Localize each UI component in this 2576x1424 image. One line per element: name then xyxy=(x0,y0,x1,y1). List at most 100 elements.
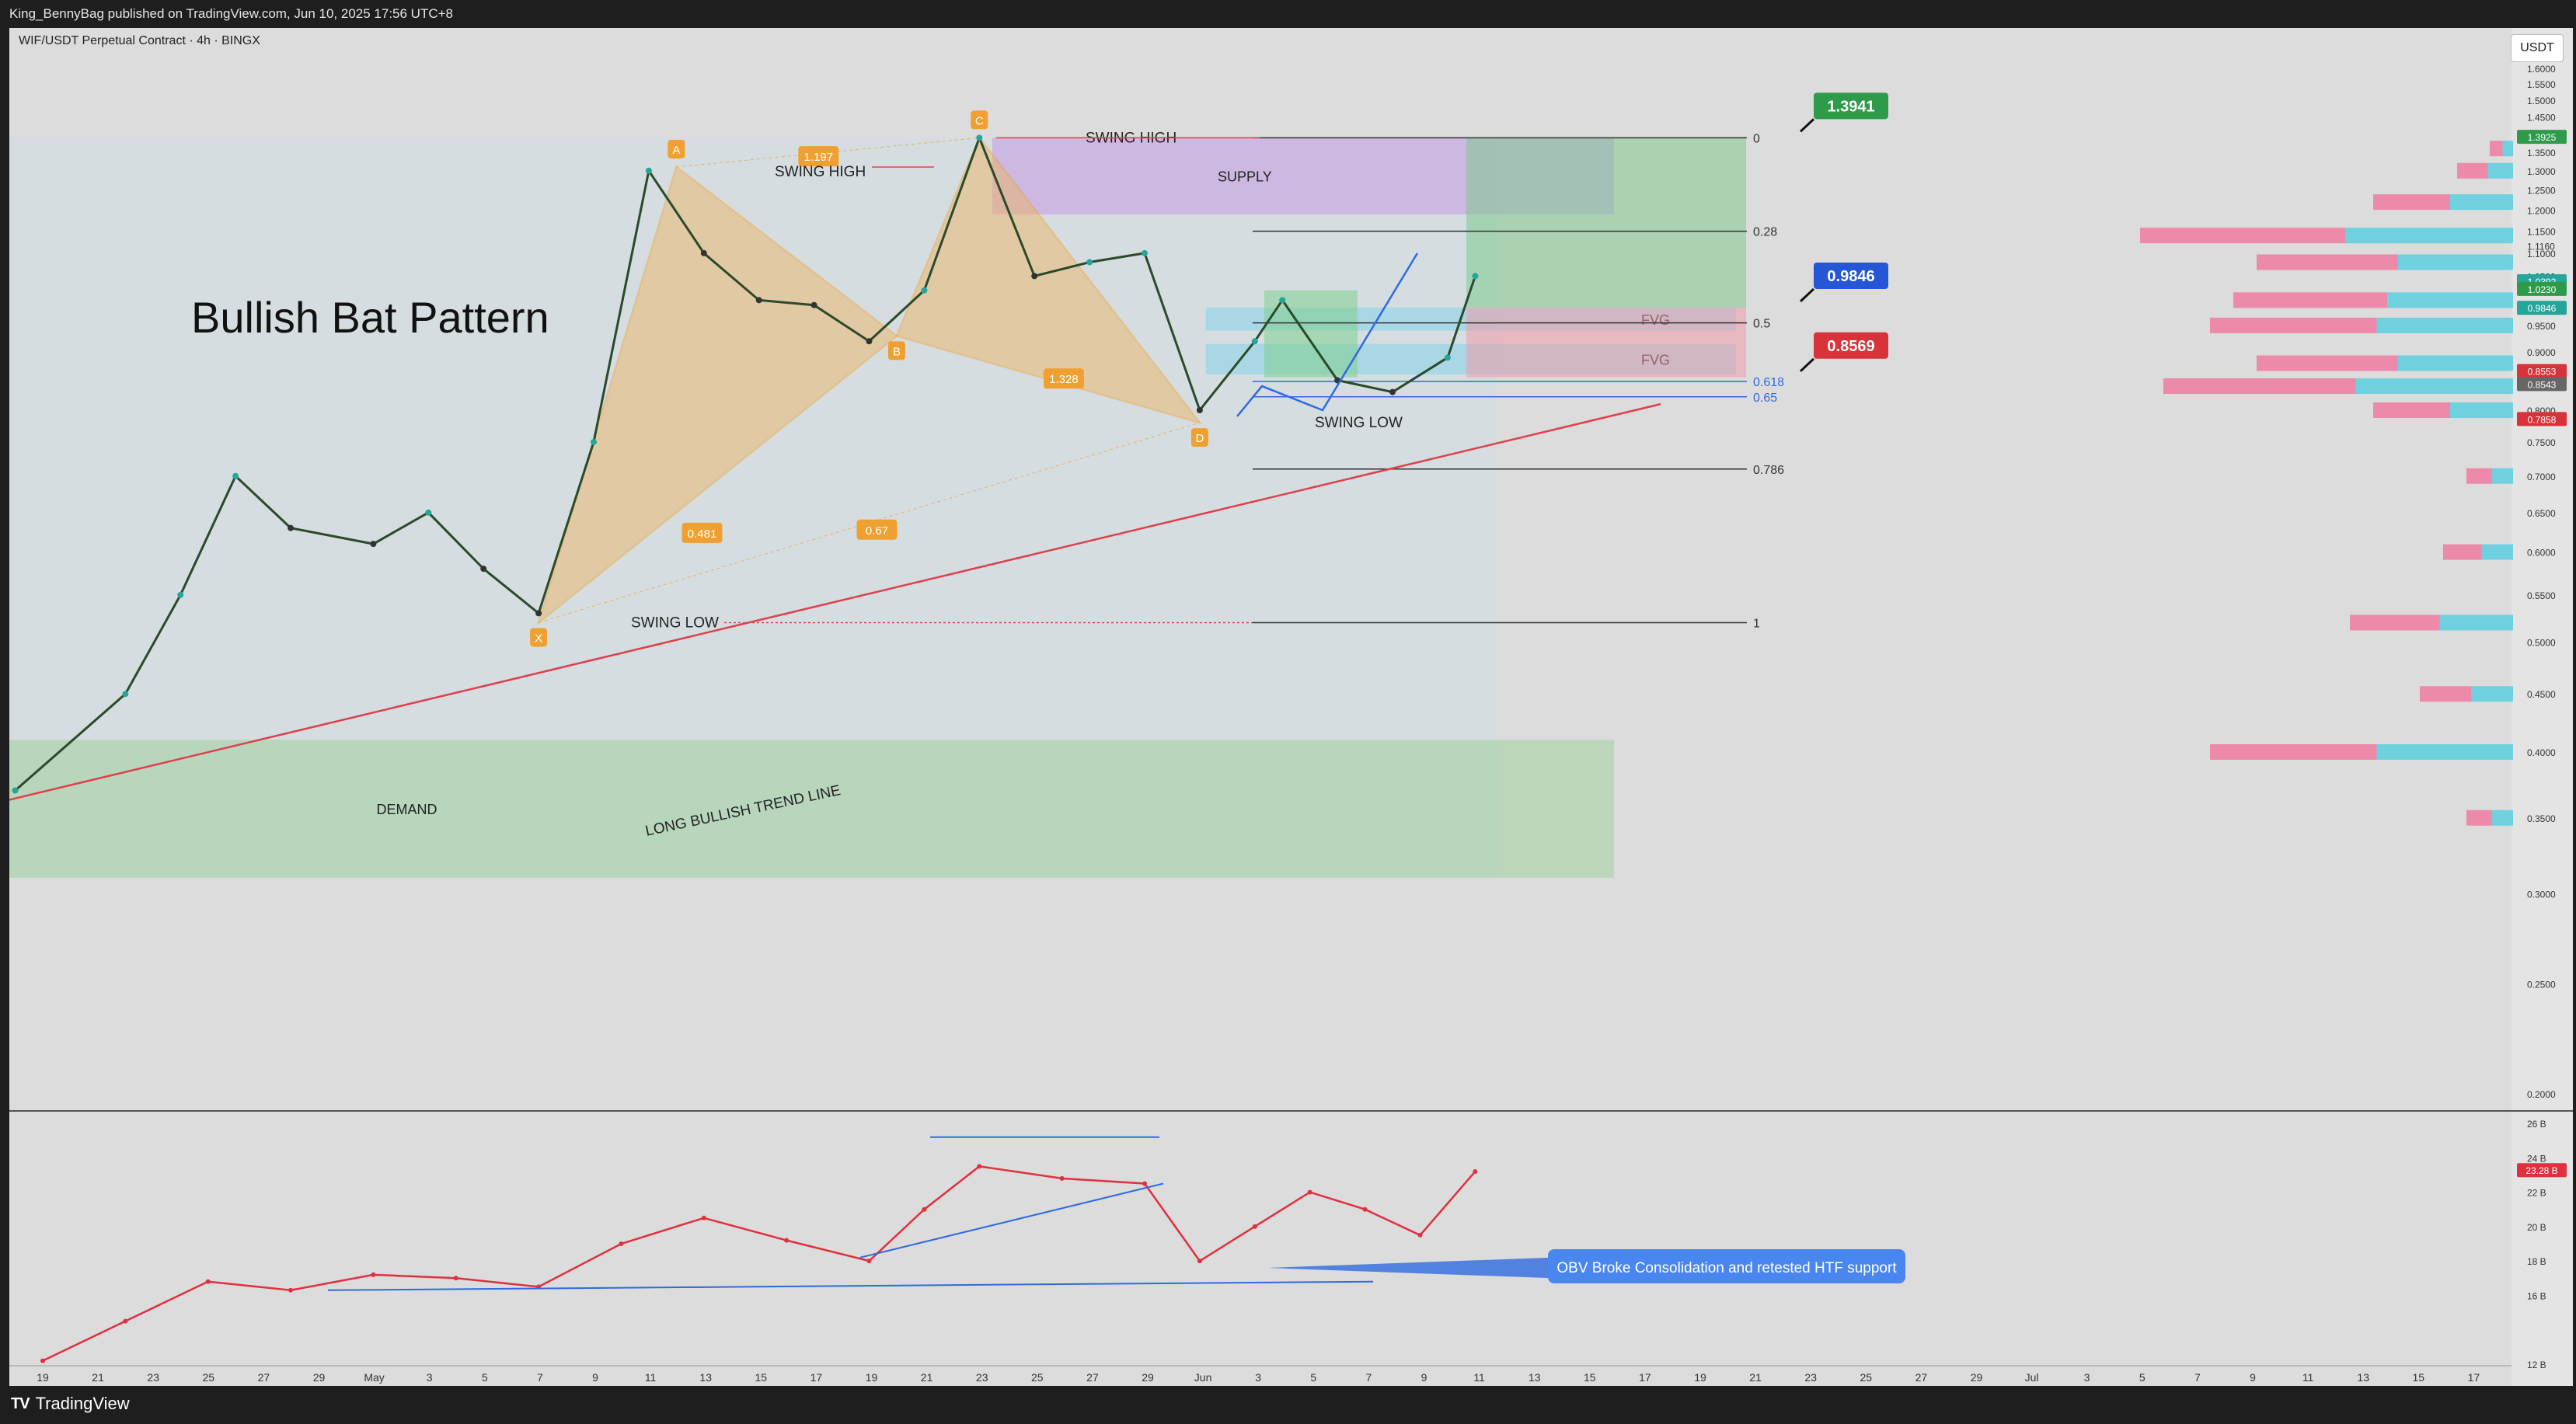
price-point-2 xyxy=(177,591,184,598)
axis-badge-label-5[interactable]: 0.8543 xyxy=(2528,379,2557,390)
obv-point-17 xyxy=(1307,1189,1312,1195)
price-tick-28: 0.5000 xyxy=(2527,637,2556,648)
time-tick-32: 23 xyxy=(1804,1371,1817,1384)
obv-current-label[interactable]: 23.28 B xyxy=(2525,1165,2557,1176)
price-tag-badge-1[interactable] xyxy=(1814,262,1888,289)
volume-profile-bar-b-8 xyxy=(2355,378,2513,395)
time-tick-7: 3 xyxy=(427,1371,433,1384)
axis-badge-2[interactable] xyxy=(2517,281,2567,296)
volume-profile-bar-b-10 xyxy=(2492,468,2513,484)
harmonic-point-B-badge[interactable] xyxy=(887,341,905,360)
time-tick-44: 17 xyxy=(2468,1371,2480,1384)
price-point-4 xyxy=(288,524,295,531)
axis-badge-6[interactable] xyxy=(2517,412,2567,427)
price-tag-badge-0[interactable] xyxy=(1814,92,1888,120)
currency-button[interactable]: USDT xyxy=(2511,34,2564,62)
volume-profile-bar-b-6 xyxy=(2376,317,2513,333)
time-tick-27: 13 xyxy=(1529,1371,1541,1384)
price-tick-17: 0.9500 xyxy=(2527,321,2556,332)
footer-bar: TV TradingView xyxy=(0,1386,2576,1424)
volume-profile-bar-1 xyxy=(2457,162,2488,179)
time-tick-34: 27 xyxy=(1915,1371,1928,1384)
pattern-title: Bullish Bat Pattern xyxy=(191,293,549,342)
tradingview-logo[interactable]: TV TradingView xyxy=(11,1394,130,1414)
price-tick-9: 1.1500 xyxy=(2527,227,2556,238)
price-point-13 xyxy=(810,301,817,308)
time-tick-35: 29 xyxy=(1971,1371,1983,1384)
obv-point-11 xyxy=(922,1206,927,1212)
price-tag-badge-2[interactable] xyxy=(1814,332,1888,359)
price-tag-1[interactable]: 0.9846 xyxy=(1827,268,1874,285)
axis-badge-label-6[interactable]: 0.7858 xyxy=(2528,414,2557,425)
ratio-badge-0 xyxy=(798,146,839,167)
time-tick-15: 19 xyxy=(866,1371,878,1384)
time-tick-38: 5 xyxy=(2139,1371,2146,1384)
time-tick-21: Jun xyxy=(1194,1371,1212,1384)
time-tick-33: 25 xyxy=(1860,1371,1873,1384)
axis-badge-label-0[interactable]: 1.3925 xyxy=(2528,132,2557,143)
ratio-badge-1 xyxy=(681,522,723,543)
price-point-3 xyxy=(232,472,239,479)
obv-point-20 xyxy=(1473,1169,1478,1174)
harmonic-point-B[interactable]: B xyxy=(893,345,901,358)
price-tag-0[interactable]: 1.3941 xyxy=(1827,98,1874,115)
axis-badge-3[interactable] xyxy=(2517,301,2567,315)
fib-label-2: 0.5 xyxy=(1753,318,1770,331)
obv-current-badge[interactable] xyxy=(2517,1163,2567,1178)
harmonic-point-D[interactable]: D xyxy=(1195,432,1204,445)
harmonic-point-A[interactable]: A xyxy=(672,144,680,157)
price-tag-pointer-1 xyxy=(1799,287,1815,303)
chart-canvas[interactable]: SUPPLYDEMANDFVGFVG00.280.50.6180.650.786… xyxy=(9,28,2573,1386)
axis-badge-0[interactable] xyxy=(2517,130,2567,144)
publisher-text: King_BennyBag published on TradingView.c… xyxy=(9,6,453,21)
price-point-21 xyxy=(1251,338,1258,345)
volume-profile-bar-b-14 xyxy=(2376,744,2513,760)
obv-rising-line xyxy=(859,1182,1164,1259)
publisher-bar: King_BennyBag published on TradingView.c… xyxy=(0,0,2576,28)
time-tick-4: 27 xyxy=(258,1371,270,1384)
time-tick-22: 3 xyxy=(1255,1371,1261,1384)
price-point-12 xyxy=(755,297,762,304)
zone-demand-1 xyxy=(9,740,1614,878)
obv-tick-6: 12 B xyxy=(2527,1360,2546,1370)
harmonic-point-C[interactable]: C xyxy=(975,114,984,127)
time-tick-5: 29 xyxy=(313,1371,326,1384)
harmonic-point-X-badge[interactable] xyxy=(530,628,548,647)
time-tick-0: 19 xyxy=(37,1371,49,1384)
obv-note-badge[interactable] xyxy=(1548,1249,1905,1283)
time-tick-25: 9 xyxy=(1421,1371,1427,1384)
volume-profile-bar-2 xyxy=(2373,194,2450,211)
target-box xyxy=(1466,138,1746,308)
axis-badge-4[interactable] xyxy=(2517,364,2567,378)
price-point-24 xyxy=(1389,388,1396,395)
price-point-0 xyxy=(12,787,19,794)
price-point-22 xyxy=(1279,297,1286,304)
axis-badge-label-4[interactable]: 0.8553 xyxy=(2528,367,2557,378)
price-tick-1: 1.5500 xyxy=(2527,79,2556,90)
trend-line xyxy=(9,402,1661,801)
obv-point-19 xyxy=(1417,1232,1423,1238)
time-tick-17: 23 xyxy=(976,1371,988,1384)
harmonic-point-C-badge[interactable] xyxy=(971,110,988,130)
harmonic-point-A-badge[interactable] xyxy=(668,139,685,158)
axis-badge-label-2[interactable]: 1.0230 xyxy=(2528,284,2557,295)
harmonic-point-X[interactable]: X xyxy=(535,632,542,645)
price-axis[interactable] xyxy=(2512,28,2573,1386)
time-tick-12: 13 xyxy=(699,1371,712,1384)
obv-support-line xyxy=(327,1280,1374,1291)
time-tick-31: 21 xyxy=(1749,1371,1762,1384)
volume-profile-bar-b-0 xyxy=(2502,141,2513,157)
axis-badge-5[interactable] xyxy=(2517,377,2567,392)
symbol-title[interactable]: WIF/USDT Perpetual Contract · 4h · BINGX xyxy=(19,34,260,47)
price-tick-10: 1.1160 xyxy=(2527,242,2555,252)
harmonic-point-D-badge[interactable] xyxy=(1190,428,1208,447)
price-point-26 xyxy=(1472,273,1479,280)
price-point-20 xyxy=(1196,407,1203,413)
obv-line xyxy=(42,1165,1476,1362)
axis-badge-label-3[interactable]: 0.9846 xyxy=(2528,303,2557,314)
price-tag-2[interactable]: 0.8569 xyxy=(1827,338,1874,355)
obv-note[interactable]: OBV Broke Consolidation and retested HTF… xyxy=(1556,1260,1897,1276)
price-tick-23: 0.7500 xyxy=(2527,437,2556,448)
time-tick-16: 21 xyxy=(921,1371,933,1384)
volume-profile-bar-b-12 xyxy=(2439,615,2513,631)
